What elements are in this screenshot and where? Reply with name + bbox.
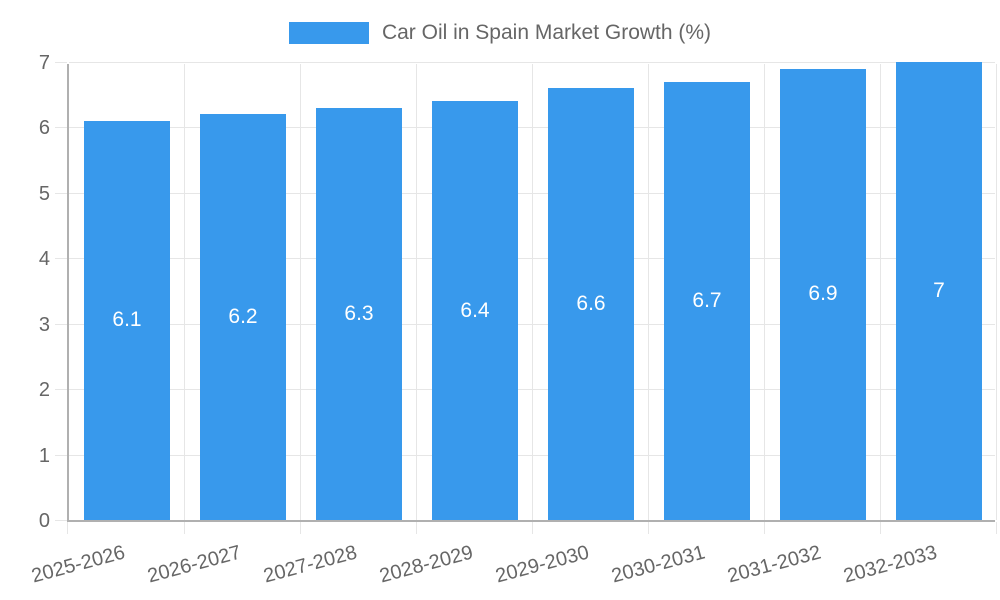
bar-2027-2028[interactable]: 6.3	[316, 107, 402, 520]
bar-2028-2029[interactable]: 6.4	[432, 101, 518, 520]
bar-2026-2027[interactable]: 6.2	[200, 114, 286, 520]
y-tick-mark	[55, 258, 67, 260]
chart-legend-item[interactable]: Car Oil in Spain Market Growth (%)	[0, 21, 1000, 45]
legend-color-swatch	[288, 22, 369, 44]
y-tick-label: 4	[38, 248, 50, 271]
x-tick-label: 2029-2030	[493, 541, 592, 588]
v-gridline	[648, 64, 649, 520]
y-tick-label: 7	[38, 52, 50, 74]
x-tick-label: 2027-2028	[261, 541, 360, 588]
y-tick-mark	[55, 520, 67, 521]
h-gridline	[69, 62, 995, 63]
bar-value-label: 6.9	[808, 282, 838, 306]
bar-value-label: 6.2	[228, 305, 258, 329]
x-tick-label: 2032-2033	[841, 541, 940, 588]
y-tick-mark	[55, 192, 67, 194]
y-tick-label: 0	[38, 510, 50, 532]
y-tick-mark	[55, 62, 67, 63]
x-tick-mark	[648, 522, 649, 534]
v-gridline	[764, 64, 765, 520]
v-gridline	[880, 64, 881, 520]
y-tick-label: 5	[38, 182, 50, 205]
x-tick-mark	[532, 522, 533, 534]
bar-value-label: 6.4	[460, 298, 490, 322]
x-tick-label: 2026-2027	[145, 541, 244, 588]
v-gridline	[300, 64, 301, 520]
bar-2030-2031[interactable]: 6.7	[664, 81, 750, 520]
y-tick-mark	[55, 454, 67, 456]
v-gridline	[532, 64, 533, 520]
y-tick-label: 2	[38, 379, 50, 402]
x-tick-mark	[300, 522, 301, 534]
x-tick-mark	[764, 522, 765, 534]
x-tick-mark	[880, 522, 881, 534]
x-tick-mark	[996, 522, 997, 534]
y-tick-label: 1	[38, 444, 50, 467]
legend-label: Car Oil in Spain Market Growth (%)	[381, 21, 712, 44]
bar-2029-2030[interactable]: 6.6	[548, 88, 634, 520]
x-tick-label: 2030-2031	[609, 541, 708, 588]
x-tick-mark	[67, 522, 68, 534]
x-tick-label: 2025-2026	[29, 541, 128, 588]
bar-2025-2026[interactable]: 6.1	[84, 120, 170, 520]
bar-value-label: 7	[933, 279, 945, 302]
y-tick-mark	[55, 389, 67, 391]
y-tick-mark	[55, 323, 67, 325]
y-tick-label: 3	[38, 313, 50, 336]
bar-2032-2033[interactable]: 7	[896, 62, 982, 520]
v-gridline	[416, 64, 417, 520]
bar-value-label: 6.7	[692, 288, 722, 312]
x-tick-label: 2028-2029	[377, 541, 476, 588]
bar-value-label: 6.3	[344, 301, 374, 325]
x-tick-mark	[184, 522, 185, 534]
bar-value-label: 6.1	[112, 308, 142, 332]
v-gridline	[996, 64, 997, 520]
x-tick-label: 2031-2032	[725, 541, 824, 588]
x-tick-mark	[416, 522, 417, 534]
bar-value-label: 6.6	[576, 292, 606, 316]
y-tick-label: 6	[38, 117, 50, 140]
v-gridline	[184, 64, 185, 520]
plot-area: 6.1 6.2 6.3 6.4 6.6 6.7 6.9 7	[55, 62, 997, 534]
y-tick-mark	[55, 127, 67, 129]
bar-2031-2032[interactable]: 6.9	[780, 68, 866, 520]
